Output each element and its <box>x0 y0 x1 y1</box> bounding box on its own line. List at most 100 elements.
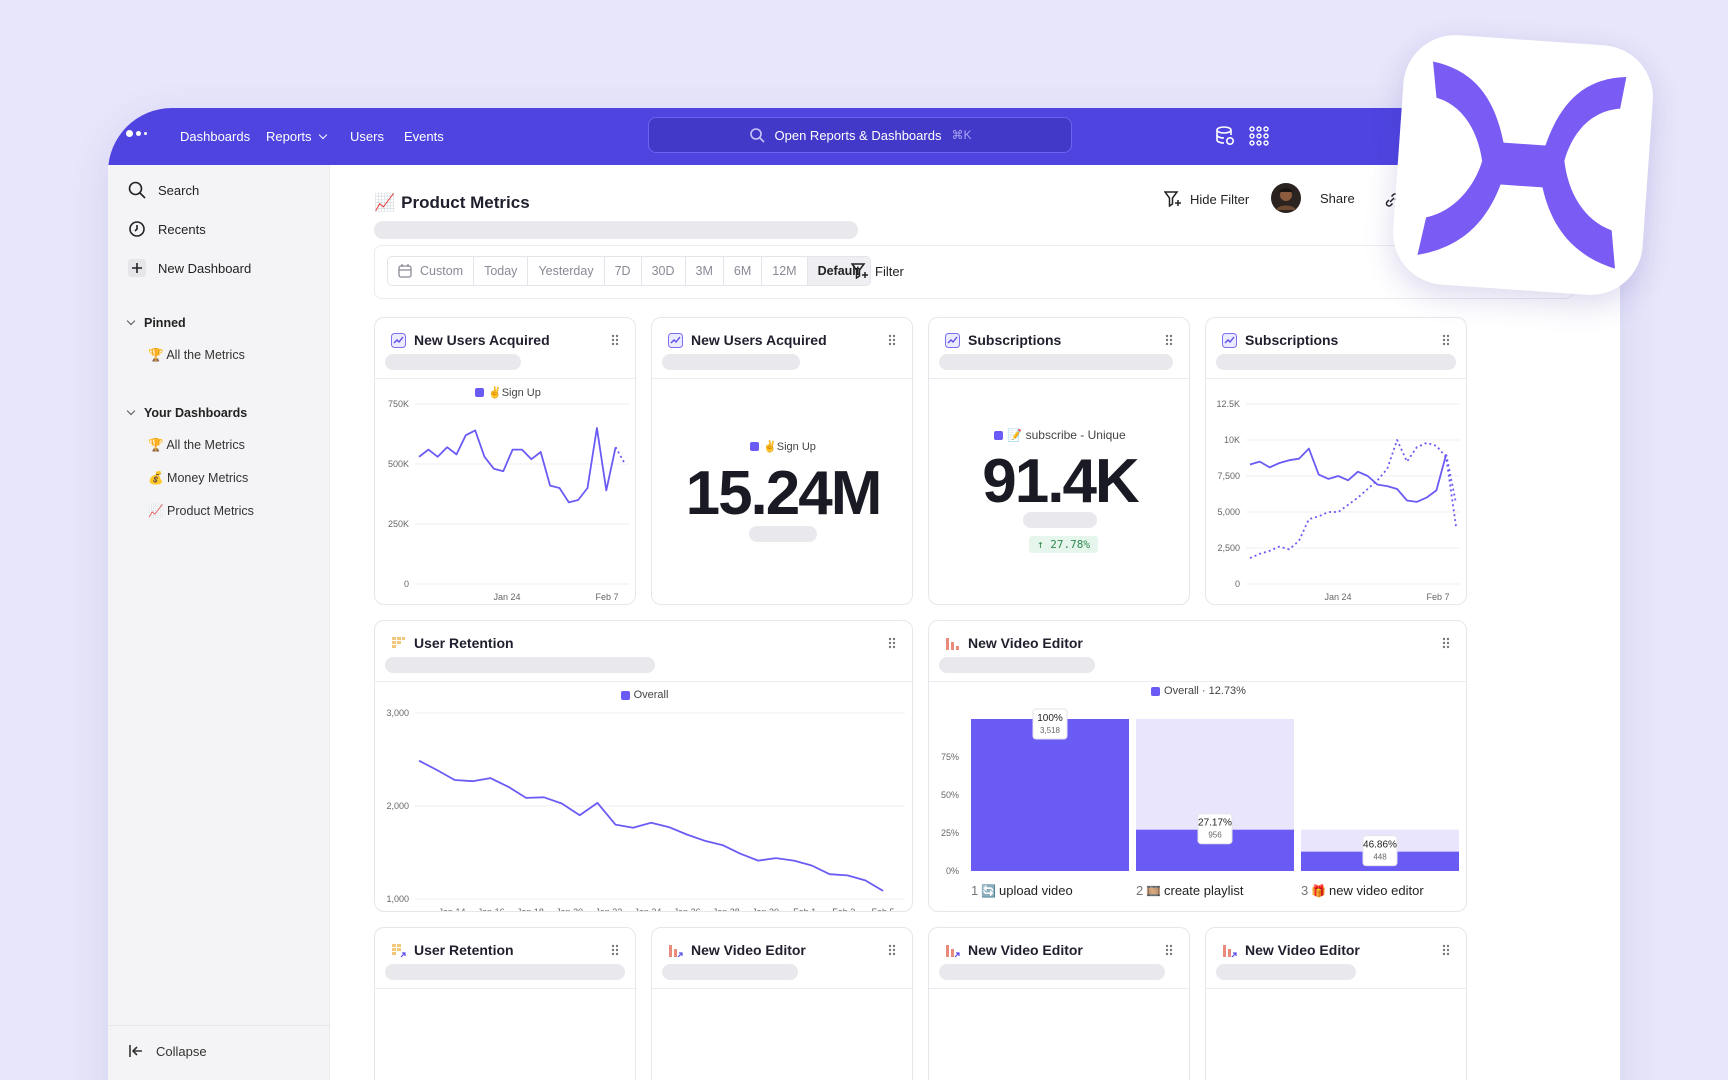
nav-events[interactable]: Events <box>404 129 444 144</box>
card-description-placeholder <box>1216 964 1356 980</box>
date-range-30d[interactable]: 30D <box>642 257 686 285</box>
funnel-icon <box>946 637 959 650</box>
drag-handle-icon[interactable] <box>1165 334 1173 346</box>
drag-handle-icon[interactable] <box>888 637 896 649</box>
report-card[interactable]: New Users Acquired ✌️Sign Up 750K 500K 250… <box>374 317 636 605</box>
step-number: 1 <box>971 883 978 898</box>
date-range-yesterday[interactable]: Yesterday <box>528 257 605 285</box>
card-title: New Users Acquired <box>391 332 550 348</box>
nav-reports[interactable]: Reports <box>266 129 327 144</box>
database-icon[interactable] <box>1214 125 1236 147</box>
clock-icon <box>129 221 145 237</box>
card-description-placeholder <box>939 657 1095 673</box>
search-placeholder: Open Reports & Dashboards <box>774 127 942 143</box>
y-tick-label: 25% <box>941 828 959 838</box>
series-line <box>1249 447 1448 503</box>
insights-icon <box>391 332 406 348</box>
add-filter-button[interactable]: Filter <box>851 263 904 279</box>
avatar[interactable] <box>1271 183 1301 213</box>
share-button[interactable]: Share <box>1320 191 1355 206</box>
sidebar-dashboard-item[interactable]: 🏆 All the Metrics <box>148 438 245 452</box>
nav-reports-label: Reports <box>266 129 312 144</box>
report-card[interactable]: User Retention <box>374 927 636 1080</box>
search-icon <box>128 181 146 199</box>
report-card[interactable]: New Video Editor <box>1205 927 1467 1080</box>
x-tick-label: Jan 22 <box>595 907 622 911</box>
page-title: 📈 Product Metrics <box>374 193 530 213</box>
drag-handle-icon[interactable] <box>1442 637 1450 649</box>
drag-handle-icon[interactable] <box>1442 944 1450 956</box>
report-card[interactable]: New Users Acquired ✌️Sign Up 15.24M <box>651 317 913 605</box>
collapse-label: Collapse <box>156 1043 207 1059</box>
legend-swatch <box>475 388 484 397</box>
insights-icon <box>945 332 960 348</box>
card-title: User Retention <box>391 635 514 651</box>
global-search-input[interactable]: Open Reports & Dashboards ⌘K <box>648 117 1072 153</box>
step-label: create playlist <box>1164 883 1244 898</box>
date-range-3m[interactable]: 3M <box>686 257 724 285</box>
legend-label: Overall · 12.73% <box>1164 685 1246 697</box>
x-tick-label: Jan 16 <box>478 907 505 911</box>
date-range-custom[interactable]: Custom <box>388 257 475 285</box>
date-range-12m[interactable]: 12M <box>762 257 808 285</box>
date-range-6m[interactable]: 6M <box>724 257 763 285</box>
divider <box>652 378 912 379</box>
bar-label-box <box>1032 708 1068 740</box>
divider <box>1206 988 1466 989</box>
y-tick-label: 10K <box>1224 435 1240 445</box>
nav-dashboards[interactable]: Dashboards <box>180 129 251 144</box>
filter-icon <box>851 263 868 279</box>
report-card[interactable]: Subscriptions 📝 subscribe - Unique 91.4K… <box>928 317 1190 605</box>
x-tick-label: Jan 18 <box>517 907 544 911</box>
divider <box>108 1025 330 1026</box>
y-tick-label: 75% <box>941 752 959 762</box>
sidebar-dashboard-item[interactable]: 📈 Product Metrics <box>148 504 254 518</box>
drag-handle-icon[interactable] <box>888 944 896 956</box>
report-card[interactable]: New Video Editor Overall · 12.73% 75% 50%… <box>928 620 1467 912</box>
legend-swatch <box>1151 686 1161 696</box>
drag-handle-icon[interactable] <box>1442 334 1450 346</box>
sidebar-your-dashboards-toggle[interactable]: Your Dashboards <box>126 406 248 420</box>
series-line <box>1249 439 1457 559</box>
date-range-7d[interactable]: 7D <box>605 257 642 285</box>
card-title: Subscriptions <box>945 332 1061 348</box>
date-range-today[interactable]: Today <box>474 257 529 285</box>
bar-value-label: 100% <box>1037 713 1063 724</box>
sidebar-your-dashboards-label: Your Dashboards <box>144 406 248 420</box>
sidebar-recents[interactable]: Recents <box>128 220 206 238</box>
drag-handle-icon[interactable] <box>611 944 619 956</box>
sidebar-pinned-toggle[interactable]: Pinned <box>126 316 186 330</box>
y-tick-label: 750K <box>388 399 409 409</box>
mixpanel-logo[interactable] <box>126 130 147 137</box>
card-description-placeholder <box>385 354 521 370</box>
collapse-button[interactable]: Collapse <box>128 1043 207 1059</box>
drag-handle-icon[interactable] <box>888 334 896 346</box>
report-card[interactable]: User Retention Overall 3,000 2,000 1,000 Ja… <box>374 620 913 912</box>
drag-handle-icon[interactable] <box>1165 944 1173 956</box>
y-tick-label: 2,500 <box>1217 543 1240 553</box>
report-card[interactable]: New Video Editor <box>651 927 913 1080</box>
sidebar-pinned-item[interactable]: 🏆 All the Metrics <box>148 348 245 362</box>
sidebar-dashboard-item[interactable]: 💰 Money Metrics <box>148 471 249 485</box>
report-card[interactable]: New Video Editor <box>928 927 1190 1080</box>
legend-label: ✌️Sign Up <box>763 441 816 453</box>
app-logo-badge <box>1389 31 1657 299</box>
legend-label: 📝 subscribe - Unique <box>1007 428 1126 442</box>
main-content: 📈 Product Metrics Hide Filter Share Cust… <box>330 165 1620 1080</box>
sidebar-search[interactable]: Search <box>128 181 199 199</box>
divider <box>929 988 1189 989</box>
y-tick-label: 500K <box>388 459 409 469</box>
apps-grid-icon[interactable] <box>1248 125 1270 147</box>
chevron-down-icon <box>126 316 136 326</box>
hide-filter-label: Hide Filter <box>1190 191 1250 207</box>
metric-legend: ✌️Sign Up <box>652 440 912 453</box>
nav-users[interactable]: Users <box>350 129 384 144</box>
card-title-text: New Video Editor <box>691 942 806 958</box>
hide-filter-button[interactable]: Hide Filter <box>1164 191 1249 207</box>
series-line-projection <box>1445 454 1457 504</box>
sidebar-new-dashboard[interactable]: New Dashboard <box>128 259 251 277</box>
report-card[interactable]: Subscriptions 12.5K 10K 7,500 5,000 2,500 0 Ja… <box>1205 317 1467 605</box>
card-description-placeholder <box>385 657 655 673</box>
card-title: New Video Editor <box>945 942 1083 958</box>
drag-handle-icon[interactable] <box>611 334 619 346</box>
